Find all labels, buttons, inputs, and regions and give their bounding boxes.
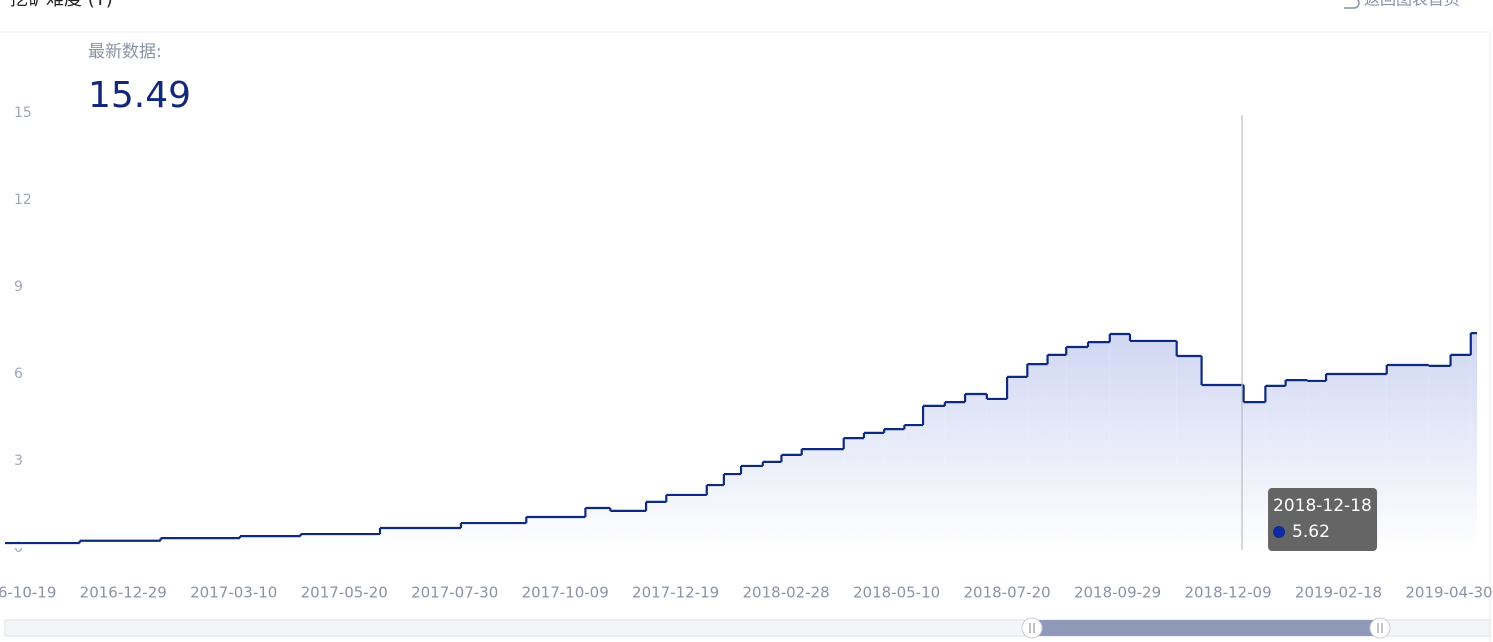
area-step — [1087, 342, 1110, 548]
x-tick-label: 2017-12-19 — [632, 584, 719, 602]
x-tick-label: 2016-10-19 — [0, 584, 56, 602]
chart-title: 挖矿难度 (T) — [10, 0, 113, 10]
area-step — [526, 516, 586, 548]
area-step — [741, 465, 763, 548]
area-step — [1130, 340, 1177, 548]
x-tick-label: 2018-07-20 — [963, 584, 1050, 602]
latest-value: 15.49 — [88, 75, 191, 116]
area-step — [762, 461, 782, 548]
area-step — [666, 494, 707, 548]
back-link[interactable]: 返回图表首页 — [1344, 0, 1460, 9]
area-step — [904, 425, 924, 548]
x-tick-label: 2017-05-20 — [301, 584, 388, 602]
area-step — [1470, 333, 1477, 548]
area-step — [863, 432, 885, 548]
x-tick-label: 2018-12-09 — [1184, 584, 1271, 602]
area-step — [1109, 333, 1131, 548]
area-step — [5, 543, 80, 548]
x-tick-label: 2019-02-18 — [1295, 584, 1382, 602]
area-step — [1450, 354, 1471, 548]
area-step — [986, 398, 1008, 548]
zoom-slider[interactable] — [4, 617, 1491, 639]
area-step — [1201, 385, 1243, 548]
back-icon — [1344, 0, 1360, 9]
area-step — [1243, 402, 1266, 548]
x-tick-label: 2019-04-30 — [1405, 584, 1492, 602]
slider-handle[interactable] — [1021, 617, 1043, 639]
area-step — [1176, 356, 1202, 548]
area-step — [1047, 354, 1067, 548]
x-tick-label: 2017-10-09 — [522, 584, 609, 602]
x-tick-label: 2016-12-29 — [80, 584, 167, 602]
x-tick-label: 2018-09-29 — [1074, 584, 1161, 602]
area-step — [610, 510, 647, 548]
area-step — [1242, 385, 1244, 548]
tooltip-value: 5.62 — [1292, 522, 1330, 542]
x-tick-label: 2017-03-10 — [190, 584, 277, 602]
area-step — [646, 501, 667, 548]
x-tick-label: 2018-05-10 — [853, 584, 940, 602]
y-tick-label: 9 — [14, 279, 23, 295]
x-tick-label: 2017-07-30 — [411, 584, 498, 602]
y-tick-label: 6 — [14, 366, 23, 382]
x-tick-label: 2018-02-28 — [743, 584, 830, 602]
latest-label: 最新数据: — [88, 42, 162, 62]
y-tick-label: 12 — [14, 192, 32, 208]
area-step — [801, 449, 844, 548]
tooltip: 2018-12-18 5.62 — [1268, 488, 1378, 551]
area-step — [1027, 364, 1048, 548]
area-step — [1428, 365, 1451, 548]
back-link-text[interactable]: 返回图表首页 — [1364, 0, 1460, 9]
area-step — [923, 405, 945, 548]
slider-handle[interactable] — [1369, 617, 1391, 639]
area-step — [1386, 365, 1429, 548]
area-step — [585, 507, 611, 548]
area-step — [160, 538, 240, 548]
area-step — [781, 454, 802, 548]
area-step — [706, 485, 724, 548]
area-step — [239, 536, 301, 548]
slider-range[interactable] — [1032, 620, 1380, 636]
area-step — [723, 474, 741, 548]
y-tick-label: 15 — [14, 105, 32, 121]
area-step — [460, 523, 527, 548]
area-step — [79, 540, 161, 548]
area-step — [1007, 376, 1028, 548]
area-step — [965, 394, 987, 548]
area-step — [843, 438, 864, 548]
area-step — [380, 527, 461, 548]
tooltip-date: 2018-12-18 — [1273, 496, 1372, 516]
area-step — [1066, 347, 1088, 548]
plot: 036912152016-10-192016-12-292017-03-1020… — [0, 105, 1493, 602]
area-step — [944, 402, 966, 548]
tooltip-dot — [1273, 526, 1286, 538]
tooltip-box — [1268, 488, 1378, 551]
area-step — [884, 429, 905, 548]
y-tick-label: 3 — [14, 453, 23, 469]
area-step — [300, 534, 381, 548]
